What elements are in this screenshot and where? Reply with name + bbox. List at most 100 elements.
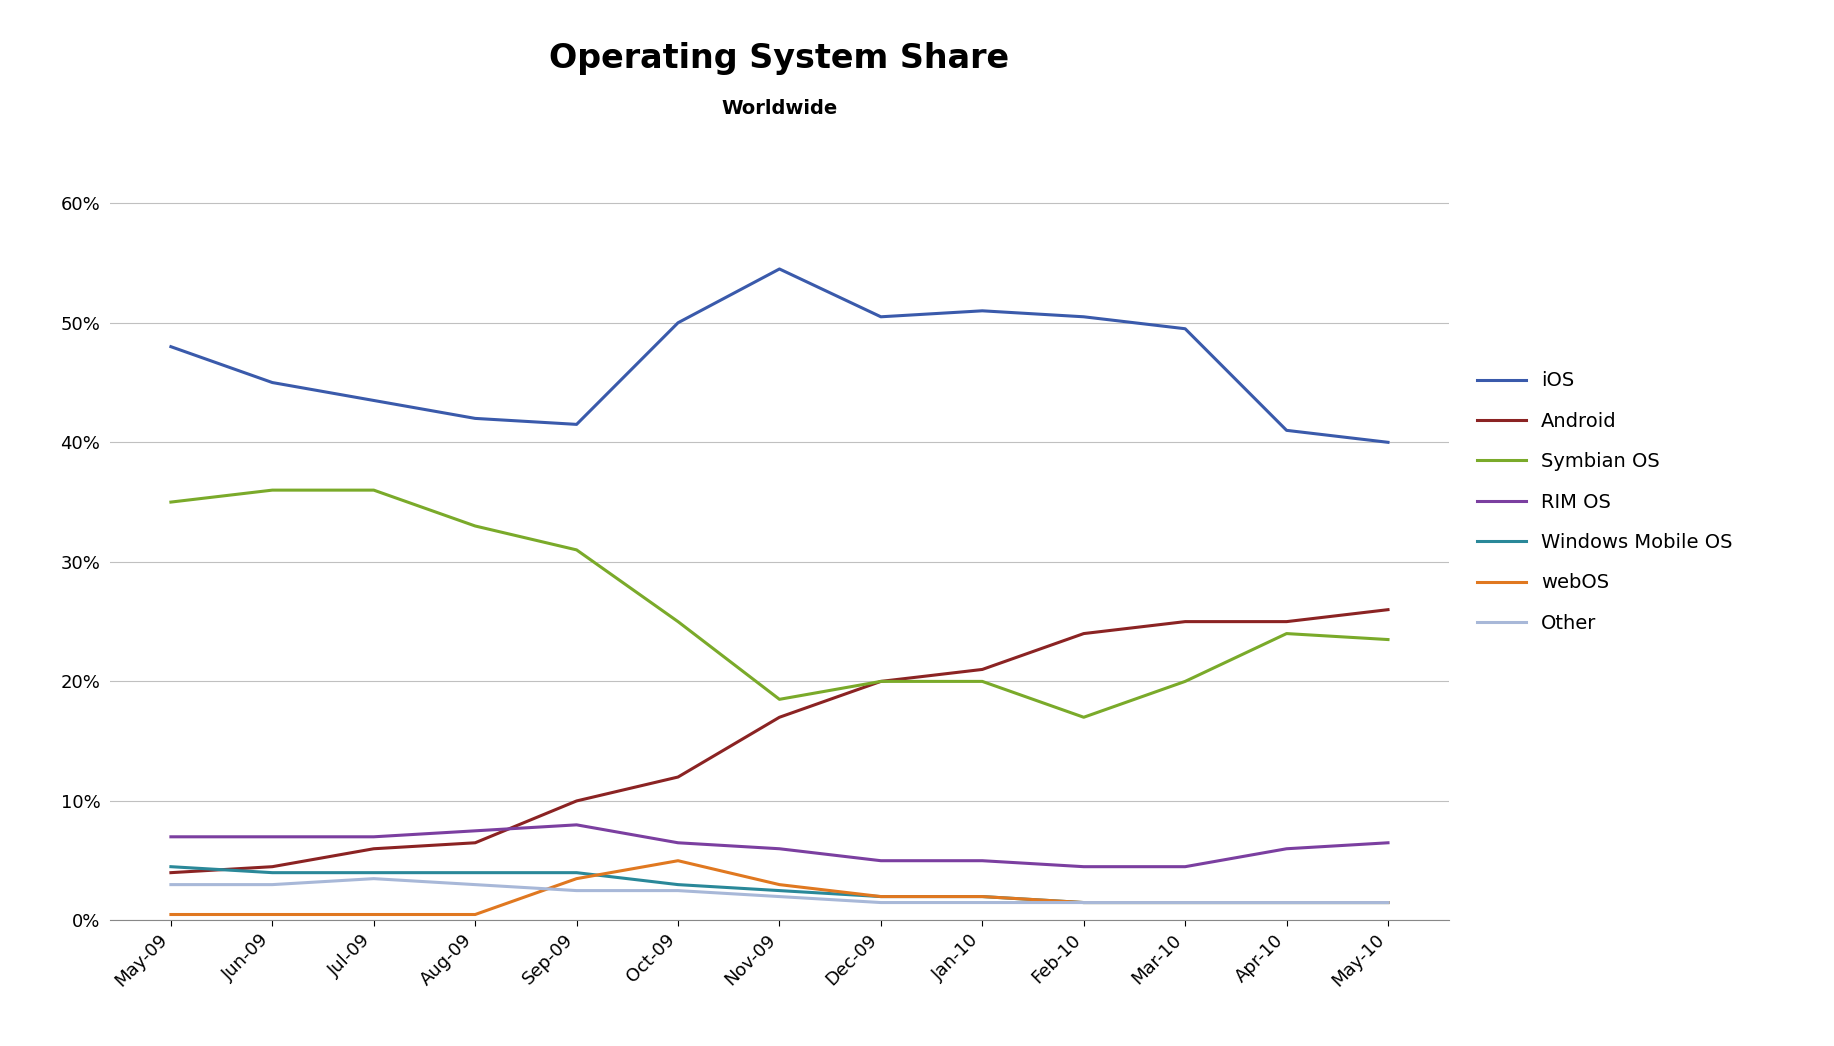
iOS [260, 377, 282, 389]
iOS [972, 304, 994, 317]
RIM OS [668, 837, 690, 849]
Line: Windows Mobile OS: Windows Mobile OS [171, 867, 1388, 903]
Android [464, 837, 486, 849]
iOS [160, 340, 182, 353]
Text: Operating System Share: Operating System Share [550, 42, 1009, 75]
webOS [565, 872, 587, 885]
Symbian OS [464, 520, 486, 532]
Symbian OS [1276, 628, 1298, 640]
Other [260, 879, 282, 891]
iOS [1073, 311, 1095, 323]
webOS [1276, 896, 1298, 909]
Symbian OS [260, 484, 282, 497]
Symbian OS [768, 693, 790, 706]
Line: RIM OS: RIM OS [171, 825, 1388, 867]
RIM OS [160, 831, 182, 843]
Other [869, 896, 891, 909]
Windows Mobile OS [668, 879, 690, 891]
Other [464, 879, 486, 891]
Symbian OS [972, 675, 994, 687]
Other [565, 884, 587, 896]
webOS [869, 890, 891, 903]
Line: iOS: iOS [171, 269, 1388, 442]
RIM OS [869, 855, 891, 867]
iOS [464, 412, 486, 425]
iOS [768, 263, 790, 275]
webOS [972, 890, 994, 903]
webOS [1174, 896, 1196, 909]
Windows Mobile OS [1377, 896, 1399, 909]
Other [160, 879, 182, 891]
webOS [1073, 896, 1095, 909]
Windows Mobile OS [464, 866, 486, 879]
webOS [768, 879, 790, 891]
iOS [1276, 424, 1298, 436]
Other [1174, 896, 1196, 909]
iOS [565, 418, 587, 431]
Line: webOS: webOS [171, 861, 1388, 914]
Line: Android: Android [171, 610, 1388, 872]
RIM OS [972, 855, 994, 867]
iOS [869, 311, 891, 323]
Text: Worldwide: Worldwide [721, 99, 838, 118]
Android [1073, 628, 1095, 640]
Symbian OS [1073, 711, 1095, 724]
RIM OS [1174, 861, 1196, 873]
Other [363, 872, 385, 885]
Android [1174, 615, 1196, 628]
Android [260, 861, 282, 873]
Legend: iOS, Android, Symbian OS, RIM OS, Windows Mobile OS, webOS, Other: iOS, Android, Symbian OS, RIM OS, Window… [1476, 371, 1733, 633]
iOS [363, 394, 385, 407]
Windows Mobile OS [768, 884, 790, 896]
RIM OS [1276, 842, 1298, 855]
Android [668, 771, 690, 783]
RIM OS [1377, 837, 1399, 849]
Symbian OS [1377, 633, 1399, 645]
Other [972, 896, 994, 909]
iOS [668, 317, 690, 329]
Windows Mobile OS [1276, 896, 1298, 909]
Windows Mobile OS [160, 861, 182, 873]
Symbian OS [565, 544, 587, 556]
webOS [160, 908, 182, 920]
RIM OS [464, 824, 486, 837]
Symbian OS [160, 496, 182, 508]
webOS [464, 908, 486, 920]
Windows Mobile OS [565, 866, 587, 879]
Windows Mobile OS [363, 866, 385, 879]
Android [160, 866, 182, 879]
Windows Mobile OS [260, 866, 282, 879]
RIM OS [363, 831, 385, 843]
Other [768, 890, 790, 903]
Android [363, 842, 385, 855]
Windows Mobile OS [972, 890, 994, 903]
Android [1377, 604, 1399, 616]
Android [972, 663, 994, 676]
Symbian OS [869, 675, 891, 687]
Other [1073, 896, 1095, 909]
Line: Symbian OS: Symbian OS [171, 491, 1388, 718]
Symbian OS [363, 484, 385, 497]
Windows Mobile OS [1073, 896, 1095, 909]
webOS [363, 908, 385, 920]
iOS [1174, 322, 1196, 335]
RIM OS [565, 819, 587, 832]
Other [1377, 896, 1399, 909]
Symbian OS [1174, 675, 1196, 687]
Windows Mobile OS [869, 890, 891, 903]
RIM OS [260, 831, 282, 843]
Android [768, 711, 790, 724]
RIM OS [1073, 861, 1095, 873]
Windows Mobile OS [1174, 896, 1196, 909]
webOS [668, 855, 690, 867]
iOS [1377, 436, 1399, 449]
Android [1276, 615, 1298, 628]
Line: Other: Other [171, 879, 1388, 903]
Other [668, 884, 690, 896]
Android [869, 675, 891, 687]
Symbian OS [668, 615, 690, 628]
webOS [260, 908, 282, 920]
RIM OS [768, 842, 790, 855]
Android [565, 795, 587, 808]
webOS [1377, 896, 1399, 909]
